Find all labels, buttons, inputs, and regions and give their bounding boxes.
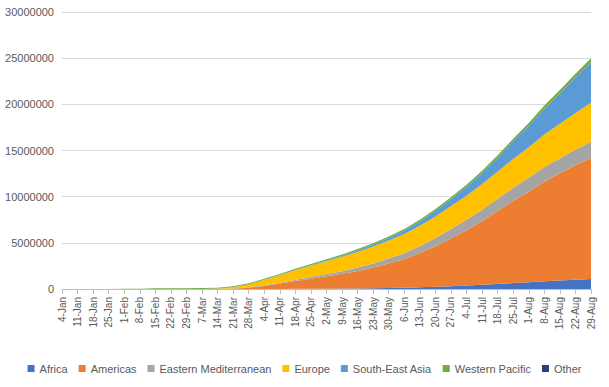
svg-text:30-May: 30-May <box>383 297 394 330</box>
svg-text:Americas: Americas <box>91 363 137 375</box>
svg-text:Eastern Mediterranean: Eastern Mediterranean <box>159 363 271 375</box>
svg-text:14-Mar: 14-Mar <box>212 296 223 328</box>
svg-text:22-Aug: 22-Aug <box>570 297 581 329</box>
svg-text:13-Jun: 13-Jun <box>414 297 425 328</box>
svg-text:Other: Other <box>554 363 582 375</box>
svg-text:25-Apr: 25-Apr <box>305 296 316 327</box>
svg-text:15-Feb: 15-Feb <box>150 297 161 329</box>
svg-text:20000000: 20000000 <box>5 98 54 110</box>
svg-text:1-Aug: 1-Aug <box>523 297 534 324</box>
svg-text:2-May: 2-May <box>321 297 332 325</box>
svg-text:5000000: 5000000 <box>11 237 54 249</box>
svg-text:6-Jun: 6-Jun <box>399 297 410 322</box>
svg-text:8-Aug: 8-Aug <box>539 297 550 324</box>
svg-text:7-Mar: 7-Mar <box>197 296 208 323</box>
svg-text:11-Jan: 11-Jan <box>72 297 83 327</box>
svg-text:11-Jul: 11-Jul <box>477 297 488 324</box>
svg-text:21-Mar: 21-Mar <box>228 296 239 328</box>
svg-text:8-Feb: 8-Feb <box>134 297 145 324</box>
svg-text:South-East Asia: South-East Asia <box>353 363 432 375</box>
svg-text:30000000: 30000000 <box>5 6 54 18</box>
svg-text:Africa: Africa <box>40 363 69 375</box>
svg-text:4-Jan: 4-Jan <box>57 297 68 322</box>
svg-text:18-Jul: 18-Jul <box>492 297 503 324</box>
svg-text:29-Feb: 29-Feb <box>181 297 192 329</box>
svg-text:18-Apr: 18-Apr <box>290 296 301 327</box>
svg-text:20-Jun: 20-Jun <box>430 297 441 328</box>
svg-text:Europe: Europe <box>294 363 329 375</box>
svg-text:18-Jan: 18-Jan <box>88 297 99 328</box>
svg-text:Western Pacific: Western Pacific <box>455 363 532 375</box>
svg-text:10000000: 10000000 <box>5 191 54 203</box>
svg-text:22-Feb: 22-Feb <box>165 297 176 329</box>
svg-text:4-Apr: 4-Apr <box>259 296 270 321</box>
svg-text:25-Jul: 25-Jul <box>508 297 519 324</box>
svg-text:15-Aug: 15-Aug <box>554 297 565 329</box>
svg-text:1-Feb: 1-Feb <box>119 297 130 324</box>
svg-text:27-Jun: 27-Jun <box>445 297 456 328</box>
svg-text:23-May: 23-May <box>368 297 379 330</box>
svg-text:28-Mar: 28-Mar <box>243 296 254 328</box>
svg-text:4-Jul: 4-Jul <box>461 297 472 319</box>
svg-text:11-Apr: 11-Apr <box>274 296 285 326</box>
svg-text:25-Jan: 25-Jan <box>103 297 114 328</box>
svg-text:0: 0 <box>48 283 54 295</box>
svg-text:25000000: 25000000 <box>5 52 54 64</box>
svg-text:15000000: 15000000 <box>5 145 54 157</box>
svg-text:9-May: 9-May <box>337 297 348 325</box>
svg-text:16-May: 16-May <box>352 297 363 330</box>
svg-text:29-Aug: 29-Aug <box>586 297 597 329</box>
